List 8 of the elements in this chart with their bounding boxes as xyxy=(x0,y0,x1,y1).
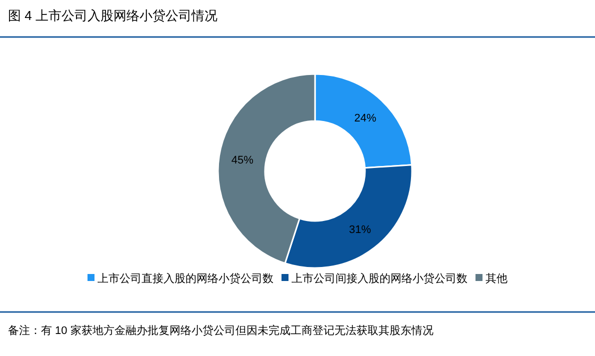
data-label: 24% xyxy=(354,112,377,124)
text: 备注：有 10 家获地方金融办批复网络小贷公司但因未完成工商登记无法获取其股东情况 xyxy=(8,324,434,337)
chart-title: 图 4 上市公司入股网络小贷公司情况 xyxy=(8,8,218,23)
legend-label: 其他 xyxy=(486,272,508,285)
legend-label: 上市公司直接入股的网络小贷公司数 xyxy=(98,272,274,285)
data-label: 31% xyxy=(349,224,372,236)
data-label: 45% xyxy=(231,154,254,166)
legend-label: 上市公司间接入股的网络小贷公司数 xyxy=(292,272,468,285)
